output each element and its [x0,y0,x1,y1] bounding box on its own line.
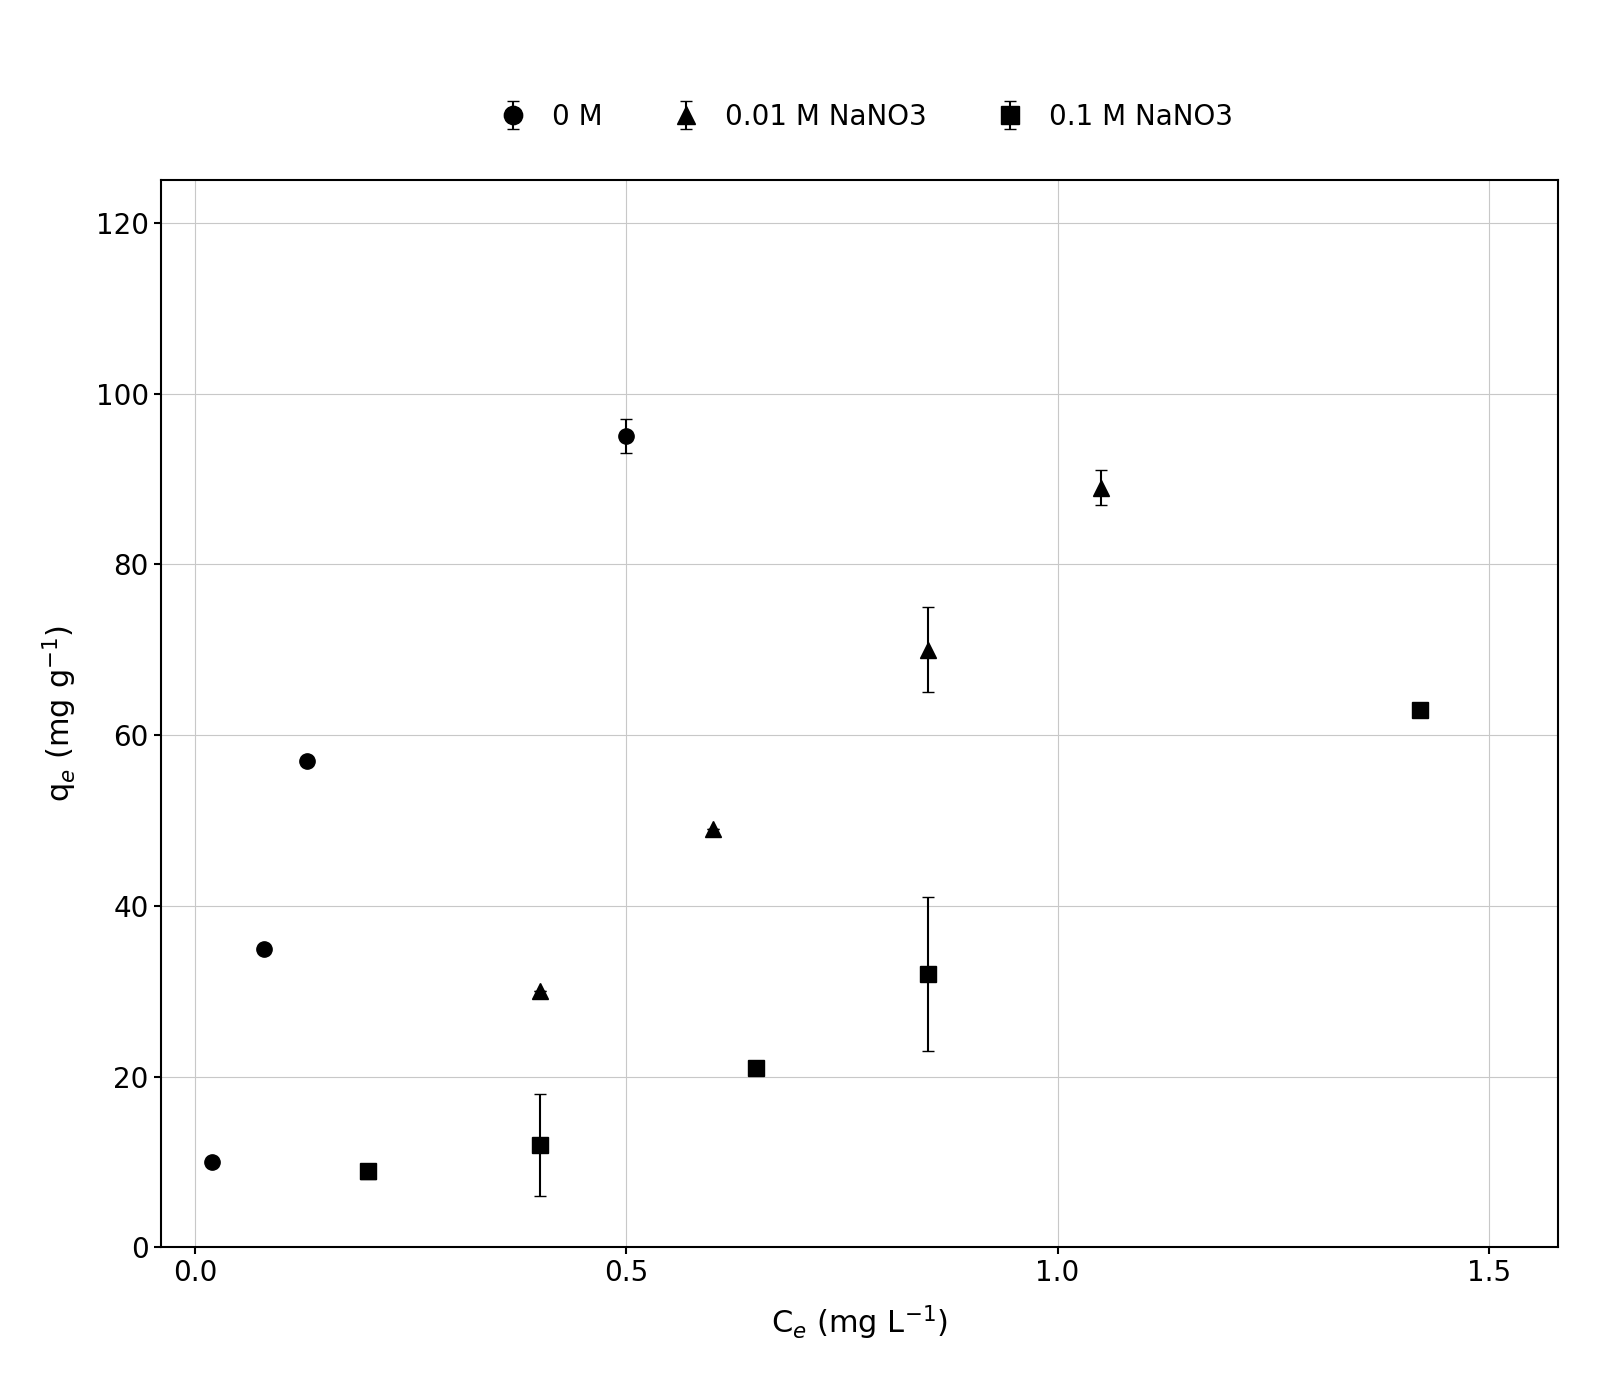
Y-axis label: q$_e$ (mg g$^{-1}$): q$_e$ (mg g$^{-1}$) [40,625,79,802]
Legend: 0 M, 0.01 M NaNO3, 0.1 M NaNO3: 0 M, 0.01 M NaNO3, 0.1 M NaNO3 [472,89,1245,146]
X-axis label: C$_e$ (mg L$^{-1}$): C$_e$ (mg L$^{-1}$) [770,1304,947,1343]
